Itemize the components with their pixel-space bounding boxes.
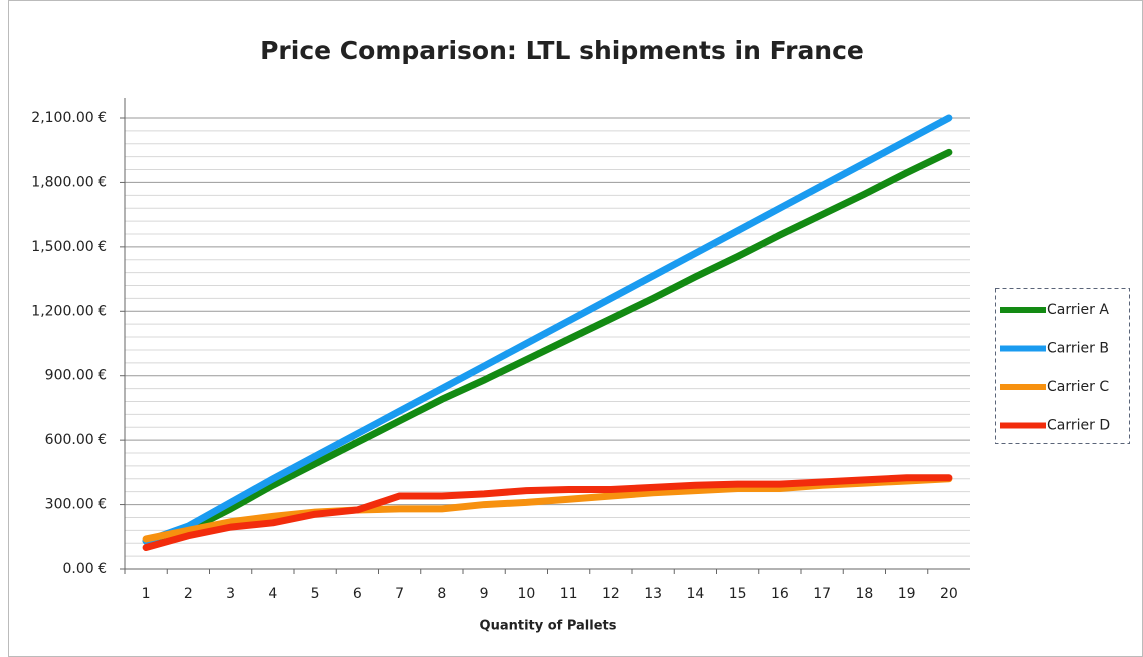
y-tick-label: 600.00 €: [45, 432, 107, 448]
y-tick-label: 900.00 €: [45, 368, 107, 384]
legend-label: Carrier D: [1047, 418, 1110, 434]
x-tick-label: 9: [480, 586, 489, 602]
x-tick-label: 15: [729, 586, 747, 602]
x-axis-label: Quantity of Pallets: [480, 619, 617, 634]
series-line: [142, 474, 953, 552]
y-tick-label: 1,500.00 €: [31, 239, 107, 255]
y-tick-label: 2,100.00 €: [31, 110, 107, 126]
x-tick-label: 1: [142, 586, 151, 602]
x-tick-label: 7: [395, 586, 404, 602]
x-tick-label: 3: [226, 586, 235, 602]
series-line: [142, 148, 953, 545]
x-tick-label: 19: [898, 586, 916, 602]
legend-label: Carrier C: [1047, 379, 1109, 395]
x-tick-label: 12: [602, 586, 620, 602]
x-tick-label: 2: [184, 586, 193, 602]
x-tick-label: 14: [686, 586, 704, 602]
x-tick-label: 8: [437, 586, 446, 602]
x-tick-label: 18: [855, 586, 873, 602]
legend-label: Carrier A: [1047, 302, 1109, 318]
y-tick-label: 0.00 €: [62, 561, 107, 577]
y-tick-label: 1,800.00 €: [31, 174, 107, 190]
x-tick-label: 6: [353, 586, 362, 602]
chart-title: Price Comparison: LTL shipments in Franc…: [260, 36, 864, 65]
legend-label: Carrier B: [1047, 341, 1109, 357]
x-tick-label: 10: [517, 586, 535, 602]
x-tick-label: 5: [311, 586, 320, 602]
x-tick-label: 20: [940, 586, 958, 602]
y-tick-label: 1,200.00 €: [31, 303, 107, 319]
x-tick-label: 13: [644, 586, 662, 602]
legend-box: [995, 288, 1130, 444]
x-tick-label: 16: [771, 586, 789, 602]
x-tick-label: 11: [560, 586, 578, 602]
series-line: [142, 114, 953, 545]
frame: [8, 0, 1143, 657]
y-tick-label: 300.00 €: [45, 497, 107, 513]
x-tick-label: 17: [813, 586, 831, 602]
x-tick-label: 4: [268, 586, 277, 602]
